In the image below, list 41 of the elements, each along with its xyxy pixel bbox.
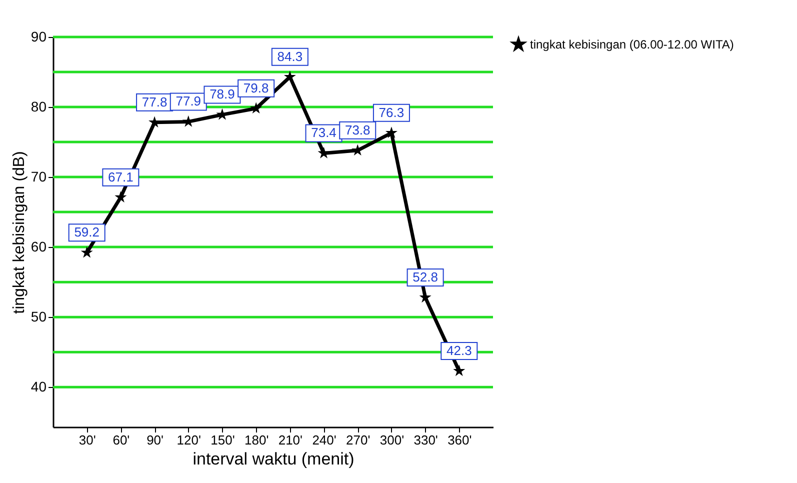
x-tick-label: 90' bbox=[146, 432, 164, 448]
data-label: 52.8 bbox=[412, 269, 438, 284]
x-tick-label: 150' bbox=[210, 432, 235, 448]
y-tick-label: 50 bbox=[30, 308, 47, 325]
x-tick-label: 300' bbox=[380, 432, 404, 448]
y-axis-title: tingkat kebisingan (dB) bbox=[10, 151, 28, 314]
point bbox=[80, 246, 93, 258]
y-tick-label: 70 bbox=[30, 168, 47, 185]
data-label: 78.9 bbox=[210, 86, 235, 102]
data-label: 77.9 bbox=[176, 94, 202, 109]
x-axis-title: interval waktu (menit) bbox=[192, 450, 354, 468]
y-tick-label: 40 bbox=[30, 378, 47, 395]
x-tick-label: 30' bbox=[78, 432, 96, 448]
data-label: 79.8 bbox=[243, 80, 269, 96]
x-tick-label: 210' bbox=[278, 432, 303, 448]
x-tick-label: 360' bbox=[448, 432, 472, 448]
data-label: 42.3 bbox=[446, 342, 472, 358]
x-tick-label: 180' bbox=[244, 432, 269, 448]
data-label: 67.1 bbox=[108, 169, 134, 184]
y-tick-label: 60 bbox=[30, 238, 47, 255]
data-label: 73.4 bbox=[311, 125, 336, 140]
data-label: 84.3 bbox=[277, 48, 303, 64]
x-tick-label: 330' bbox=[414, 432, 438, 448]
x-tick-label: 60' bbox=[112, 432, 130, 448]
legend-label: tingkat kebisingan (06.00-12.00 WITA) bbox=[530, 38, 734, 52]
point bbox=[148, 116, 161, 128]
point bbox=[318, 146, 330, 158]
x-tick-label: 240' bbox=[312, 432, 336, 448]
data-label: 77.8 bbox=[142, 94, 168, 110]
point bbox=[250, 102, 262, 114]
x-tick-label: 120' bbox=[176, 432, 201, 448]
x-tick-label: 270' bbox=[346, 432, 370, 448]
data-label: 59.2 bbox=[74, 224, 100, 240]
data-label: 76.3 bbox=[378, 104, 404, 120]
y-tick-label: 90 bbox=[30, 28, 47, 44]
point bbox=[284, 70, 296, 82]
data-label: 73.8 bbox=[344, 122, 370, 138]
point bbox=[114, 191, 127, 202]
point bbox=[385, 126, 398, 138]
y-tick-label: 80 bbox=[30, 98, 47, 115]
point bbox=[453, 364, 466, 376]
